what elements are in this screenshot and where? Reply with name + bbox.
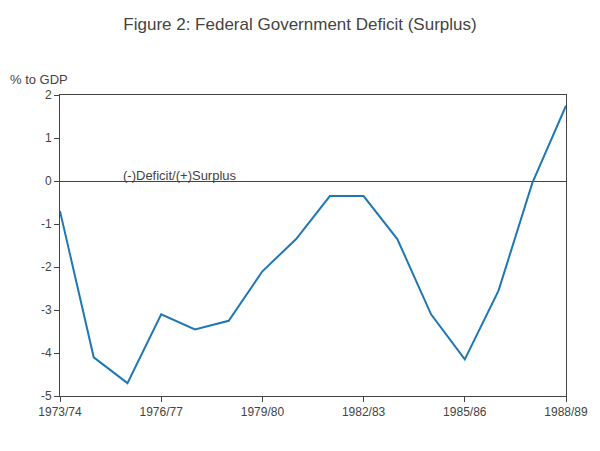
svg-text:-3: -3 [41, 303, 52, 317]
svg-text:(-)Deficit/(+)Surplus: (-)Deficit/(+)Surplus [123, 168, 237, 183]
svg-text:-1: -1 [41, 217, 52, 231]
svg-text:-2: -2 [41, 260, 52, 274]
svg-text:1988/89: 1988/89 [544, 405, 588, 419]
svg-text:1: 1 [45, 131, 52, 145]
svg-text:-5: -5 [41, 389, 52, 403]
svg-text:2: 2 [45, 88, 52, 102]
svg-text:1982/83: 1982/83 [342, 405, 386, 419]
svg-text:1979/80: 1979/80 [241, 405, 285, 419]
svg-text:0: 0 [45, 174, 52, 188]
svg-text:1973/74: 1973/74 [38, 405, 82, 419]
svg-text:-4: -4 [41, 346, 52, 360]
svg-text:1985/86: 1985/86 [443, 405, 487, 419]
svg-text:Figure 2: Federal Government D: Figure 2: Federal Government Deficit (Su… [123, 15, 476, 34]
svg-text:1976/77: 1976/77 [140, 405, 184, 419]
svg-text:% to GDP: % to GDP [10, 72, 68, 87]
